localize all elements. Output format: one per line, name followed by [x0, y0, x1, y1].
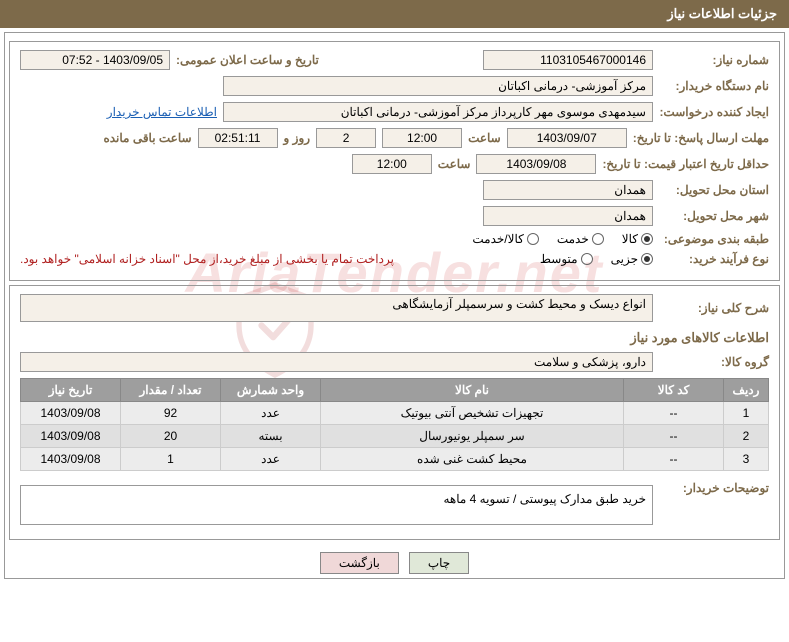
purchase-radio-group: جزیی متوسط: [540, 252, 653, 266]
table-cell: 92: [121, 402, 221, 425]
radio-medium[interactable]: متوسط: [540, 252, 593, 266]
need-number-value: 1103105467000146: [483, 50, 653, 70]
table-cell: تجهیزات تشخیص آنتی بیوتیک: [321, 402, 624, 425]
th-row: ردیف: [724, 379, 769, 402]
goods-table: ردیف کد کالا نام کالا واحد شمارش تعداد /…: [20, 378, 769, 471]
table-row: 2--سر سمپلر یونیورسالبسته201403/09/08: [21, 425, 769, 448]
th-code: کد کالا: [624, 379, 724, 402]
price-validity-time: 12:00: [352, 154, 432, 174]
row-deadline: مهلت ارسال پاسخ: تا تاریخ: 1403/09/07 سا…: [20, 128, 769, 148]
row-buyer-org: نام دستگاه خریدار: مرکز آموزشی- درمانی ا…: [20, 76, 769, 96]
announce-value: 1403/09/05 - 07:52: [20, 50, 170, 70]
button-row: چاپ بازگشت: [9, 552, 780, 574]
row-price-validity: حداقل تاریخ اعتبار قیمت: تا تاریخ: 1403/…: [20, 154, 769, 174]
row-purchase-type: نوع فرآیند خرید: جزیی متوسط پرداخت تمام …: [20, 252, 769, 266]
row-requester: ایجاد کننده درخواست: سیدمهدی موسوی مهر ک…: [20, 102, 769, 122]
need-desc-panel: شرح کلی نیاز: انواع دیسک و محیط کشت و سر…: [9, 285, 780, 540]
deadline-label: مهلت ارسال پاسخ: تا تاریخ:: [633, 131, 769, 145]
table-cell: --: [624, 448, 724, 471]
th-name: نام کالا: [321, 379, 624, 402]
radio-partial[interactable]: جزیی: [611, 252, 653, 266]
radio-service[interactable]: خدمت: [557, 232, 604, 246]
table-cell: --: [624, 425, 724, 448]
table-cell: 1403/09/08: [21, 402, 121, 425]
days-label: روز و: [284, 131, 311, 145]
form-panel: شماره نیاز: 1103105467000146 تاریخ و ساع…: [9, 41, 780, 281]
goods-group-label: گروه کالا:: [659, 355, 769, 369]
row-city: شهر محل تحویل: همدان: [20, 206, 769, 226]
need-desc-label: شرح کلی نیاز:: [659, 301, 769, 315]
deadline-date: 1403/09/07: [507, 128, 627, 148]
price-validity-date: 1403/09/08: [476, 154, 596, 174]
goods-group-value: دارو، پزشکی و سلامت: [20, 352, 653, 372]
deadline-time: 12:00: [382, 128, 462, 148]
th-date: تاریخ نیاز: [21, 379, 121, 402]
table-cell: 1403/09/08: [21, 425, 121, 448]
requester-value: سیدمهدی موسوی مهر کارپرداز مرکز آموزشی- …: [223, 102, 653, 122]
row-goods-group: گروه کالا: دارو، پزشکی و سلامت: [20, 352, 769, 372]
remaining-label: ساعت باقی مانده: [103, 131, 191, 145]
radio-goods-service[interactable]: کالا/خدمت: [472, 232, 538, 246]
page-header: جزئیات اطلاعات نیاز: [0, 0, 789, 28]
table-cell: --: [624, 402, 724, 425]
table-cell: 2: [724, 425, 769, 448]
need-number-label: شماره نیاز:: [659, 53, 769, 67]
row-province: استان محل تحویل: همدان: [20, 180, 769, 200]
print-button[interactable]: چاپ: [409, 552, 469, 574]
back-button[interactable]: بازگشت: [320, 552, 399, 574]
need-desc-value: انواع دیسک و محیط کشت و سرسمپلر آزمایشگا…: [20, 294, 653, 322]
table-cell: 20: [121, 425, 221, 448]
table-cell: 1: [121, 448, 221, 471]
row-subject-class: طبقه بندی موضوعی: کالا خدمت کالا/خدمت: [20, 232, 769, 246]
table-cell: سر سمپلر یونیورسال: [321, 425, 624, 448]
payment-note: پرداخت تمام یا بخشی از مبلغ خرید،از محل …: [20, 252, 394, 266]
row-buyer-remarks: توضیحات خریدار: خرید طبق مدارک پیوستی / …: [20, 481, 769, 525]
radio-service-dot: [592, 233, 604, 245]
goods-info-title: اطلاعات کالاهای مورد نیاز: [20, 330, 769, 346]
table-cell: 1403/09/08: [21, 448, 121, 471]
table-cell: 1: [724, 402, 769, 425]
subject-radio-group: کالا خدمت کالا/خدمت: [472, 232, 653, 246]
table-cell: بسته: [221, 425, 321, 448]
requester-label: ایجاد کننده درخواست:: [659, 105, 769, 119]
time-label-2: ساعت: [438, 157, 471, 171]
radio-partial-dot: [641, 253, 653, 265]
row-need-desc: شرح کلی نیاز: انواع دیسک و محیط کشت و سر…: [20, 294, 769, 322]
table-cell: محیط کشت غنی شده: [321, 448, 624, 471]
price-validity-label: حداقل تاریخ اعتبار قیمت: تا تاریخ:: [602, 157, 769, 171]
radio-goods-service-dot: [527, 233, 539, 245]
buyer-remarks-value: خرید طبق مدارک پیوستی / تسویه 4 ماهه: [20, 485, 653, 525]
subject-class-label: طبقه بندی موضوعی:: [659, 232, 769, 246]
buyer-org-label: نام دستگاه خریدار:: [659, 79, 769, 93]
contact-link[interactable]: اطلاعات تماس خریدار: [107, 105, 217, 119]
table-header-row: ردیف کد کالا نام کالا واحد شمارش تعداد /…: [21, 379, 769, 402]
th-unit: واحد شمارش: [221, 379, 321, 402]
table-cell: عدد: [221, 448, 321, 471]
table-cell: عدد: [221, 402, 321, 425]
time-label-1: ساعت: [468, 131, 501, 145]
buyer-org-value: مرکز آموزشی- درمانی اکباتان: [223, 76, 653, 96]
time-remaining: 02:51:11: [198, 128, 278, 148]
purchase-type-label: نوع فرآیند خرید:: [659, 252, 769, 266]
province-value: همدان: [483, 180, 653, 200]
days-remaining: 2: [316, 128, 376, 148]
city-value: همدان: [483, 206, 653, 226]
header-title: جزئیات اطلاعات نیاز: [667, 6, 777, 21]
row-need-number: شماره نیاز: 1103105467000146 تاریخ و ساع…: [20, 50, 769, 70]
city-label: شهر محل تحویل:: [659, 209, 769, 223]
radio-medium-dot: [581, 253, 593, 265]
radio-goods-dot: [641, 233, 653, 245]
province-label: استان محل تحویل:: [659, 183, 769, 197]
radio-goods[interactable]: کالا: [622, 232, 653, 246]
outer-container: شماره نیاز: 1103105467000146 تاریخ و ساع…: [4, 32, 785, 579]
announce-label: تاریخ و ساعت اعلان عمومی:: [176, 53, 319, 67]
th-qty: تعداد / مقدار: [121, 379, 221, 402]
table-row: 3--محیط کشت غنی شدهعدد11403/09/08: [21, 448, 769, 471]
buyer-remarks-label: توضیحات خریدار:: [659, 481, 769, 495]
table-cell: 3: [724, 448, 769, 471]
table-row: 1--تجهیزات تشخیص آنتی بیوتیکعدد921403/09…: [21, 402, 769, 425]
